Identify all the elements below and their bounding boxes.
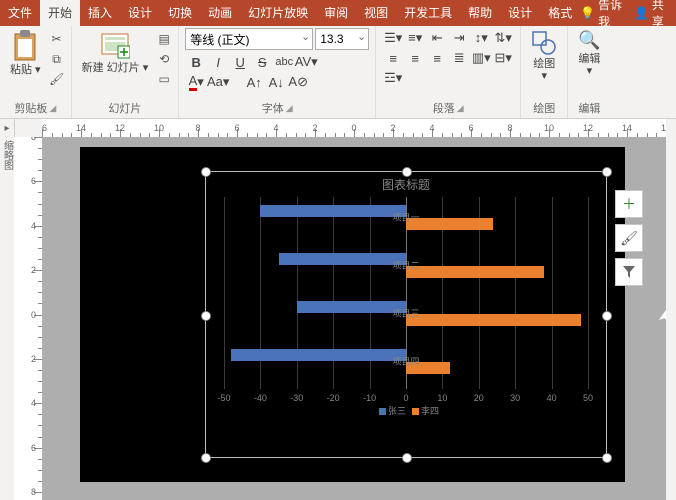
align-left-button[interactable]: ≡	[382, 48, 404, 68]
line-spacing-button[interactable]: ↕▾	[470, 28, 492, 48]
underline-button[interactable]: U	[229, 52, 251, 72]
selection-handle[interactable]	[402, 453, 412, 463]
menu-tab-6[interactable]: 审阅	[316, 0, 356, 26]
selection-handle[interactable]	[402, 167, 412, 177]
selection-handle[interactable]	[602, 167, 612, 177]
char-spacing-button[interactable]: AV▾	[295, 52, 317, 72]
file-tab[interactable]: 文件	[0, 0, 40, 26]
bar-series1[interactable]	[279, 253, 406, 265]
menu-tab-5[interactable]: 幻灯片放映	[240, 0, 316, 26]
bar-series1[interactable]	[260, 205, 406, 217]
thumbnails-label: 缩略图	[0, 140, 15, 170]
indent-dec-button[interactable]: ⇤	[426, 28, 448, 48]
align-right-button[interactable]: ≡	[426, 48, 448, 68]
format-painter-icon[interactable]: 🖌	[49, 71, 65, 87]
menu-tab-7[interactable]: 视图	[356, 0, 396, 26]
bar-series2[interactable]	[406, 266, 544, 278]
menu-tab-9[interactable]: 帮助	[460, 0, 500, 26]
layout-icon[interactable]: ▤	[156, 31, 172, 47]
justify-button[interactable]: ≣	[448, 48, 470, 68]
reset-icon[interactable]: ⟲	[156, 51, 172, 67]
bar-series2[interactable]	[406, 314, 581, 326]
menu-tab-2[interactable]: 设计	[120, 0, 160, 26]
menu-bar: 文件 开始插入设计切换动画幻灯片放映审阅视图开发工具帮助设计格式 💡告诉我 👤共…	[0, 0, 676, 26]
chart-legend[interactable]: 张三李四	[224, 404, 588, 417]
selection-handle[interactable]	[602, 453, 612, 463]
funnel-icon	[622, 265, 636, 279]
share-button[interactable]: 👤共享	[634, 0, 668, 30]
editing-button[interactable]: 🔍 编辑▾	[574, 28, 604, 79]
menu-tab-4[interactable]: 动画	[200, 0, 240, 26]
paste-button[interactable]: 粘贴 ▾	[6, 28, 45, 78]
selection-handle[interactable]	[201, 167, 211, 177]
shapes-icon	[531, 30, 557, 56]
dialog-launcher-icon[interactable]: ◢	[286, 103, 293, 114]
bullets-button[interactable]: ☰▾	[382, 28, 404, 48]
bold-button[interactable]: B	[185, 52, 207, 72]
menu-tab-0[interactable]: 开始	[40, 0, 80, 26]
font-group: 等线 (正文) 13.3 B I U S abc AV▾ A▾ Aa▾ A↑ A…	[179, 26, 376, 118]
indent-inc-button[interactable]: ⇥	[448, 28, 470, 48]
menu-tab-1[interactable]: 插入	[80, 0, 120, 26]
align-vertical-button[interactable]: ⊟▾	[492, 48, 514, 68]
align-center-button[interactable]: ≡	[404, 48, 426, 68]
vertical-ruler: 864202468	[14, 137, 43, 500]
menu-tab-11[interactable]: 格式	[540, 0, 580, 26]
menu-tab-8[interactable]: 开发工具	[396, 0, 460, 26]
clipboard-icon	[11, 30, 39, 62]
search-icon: 🔍	[578, 30, 600, 51]
menu-tab-3[interactable]: 切换	[160, 0, 200, 26]
font-name-select[interactable]: 等线 (正文)	[185, 28, 313, 50]
chart-elements-button[interactable]: ＋	[615, 190, 643, 218]
drawing-group: 绘图▾ 绘图	[521, 26, 568, 118]
chart-object[interactable]: 图表标题 -50-40-30-20-1001020304050项目一项目二项目三…	[205, 171, 607, 458]
section-icon[interactable]: ▭	[156, 71, 172, 87]
mouse-cursor-icon: ➤	[654, 308, 666, 325]
dialog-launcher-icon[interactable]: ◢	[457, 103, 464, 114]
clipboard-group: 粘贴 ▾ ✂ ⧉ 🖌 剪贴板◢	[0, 26, 72, 118]
shadow-button[interactable]: abc	[273, 52, 295, 72]
clear-format-button[interactable]: A⊘	[287, 72, 309, 92]
new-slide-icon	[100, 30, 130, 60]
grow-font-button[interactable]: A↑	[243, 72, 265, 92]
font-size-select[interactable]: 13.3	[315, 28, 369, 50]
numbering-button[interactable]: ≡▾	[404, 28, 426, 48]
bulb-icon: 💡	[580, 6, 595, 20]
cut-icon[interactable]: ✂	[49, 31, 65, 47]
selection-handle[interactable]	[201, 311, 211, 321]
editor-canvas[interactable]: 图表标题 -50-40-30-20-1001020304050项目一项目二项目三…	[42, 137, 666, 500]
text-direction-button[interactable]: ⇅▾	[492, 28, 514, 48]
dialog-launcher-icon[interactable]: ◢	[49, 103, 56, 114]
menu-tab-10[interactable]: 设计	[500, 0, 540, 26]
chart-plot: -50-40-30-20-1001020304050项目一项目二项目三项目四张三…	[224, 197, 588, 417]
italic-button[interactable]: I	[207, 52, 229, 72]
strike-button[interactable]: S	[251, 52, 273, 72]
shrink-font-button[interactable]: A↓	[265, 72, 287, 92]
font-color-button[interactable]: A▾	[185, 72, 207, 92]
outline-toggle[interactable]: ▸ 缩略图	[0, 119, 15, 500]
new-slide-button[interactable]: 新建 幻灯片 ▾	[78, 28, 153, 76]
bar-series1[interactable]	[297, 301, 406, 313]
slides-group: 新建 幻灯片 ▾ ▤ ⟲ ▭ 幻灯片	[72, 26, 180, 118]
share-icon: 👤	[634, 6, 649, 20]
columns-button[interactable]: ▥▾	[470, 48, 492, 68]
change-case-button[interactable]: Aa▾	[207, 72, 229, 92]
chevron-right-icon: ▸	[4, 123, 9, 134]
chart-float-tools: ＋ 🖌	[615, 190, 643, 286]
editing-group: 🔍 编辑▾ 编辑	[568, 26, 610, 118]
ribbon: 粘贴 ▾ ✂ ⧉ 🖌 剪贴板◢ 新建 幻灯片 ▾ ▤ ⟲ ▭ 幻灯片	[0, 26, 676, 119]
selection-handle[interactable]	[201, 453, 211, 463]
chart-styles-button[interactable]: 🖌	[615, 224, 643, 252]
copy-icon[interactable]: ⧉	[49, 51, 65, 67]
chart-filters-button[interactable]	[615, 258, 643, 286]
paragraph-group: ☰▾ ≡▾ ⇤ ⇥ ↕▾ ⇅▾ ≡ ≡ ≡ ≣ ▥▾ ⊟▾ ☲▾ 段落◢	[376, 26, 521, 118]
convert-smartart-button[interactable]: ☲▾	[382, 68, 404, 88]
bar-series1[interactable]	[231, 349, 406, 361]
selection-handle[interactable]	[602, 311, 612, 321]
stage: ▸ 缩略图 1614121086420246810121416 864202468…	[0, 119, 676, 500]
horizontal-ruler: 1614121086420246810121416	[42, 119, 666, 138]
slide[interactable]: 图表标题 -50-40-30-20-1001020304050项目一项目二项目三…	[80, 147, 625, 482]
drawing-button[interactable]: 绘图▾	[527, 28, 561, 84]
